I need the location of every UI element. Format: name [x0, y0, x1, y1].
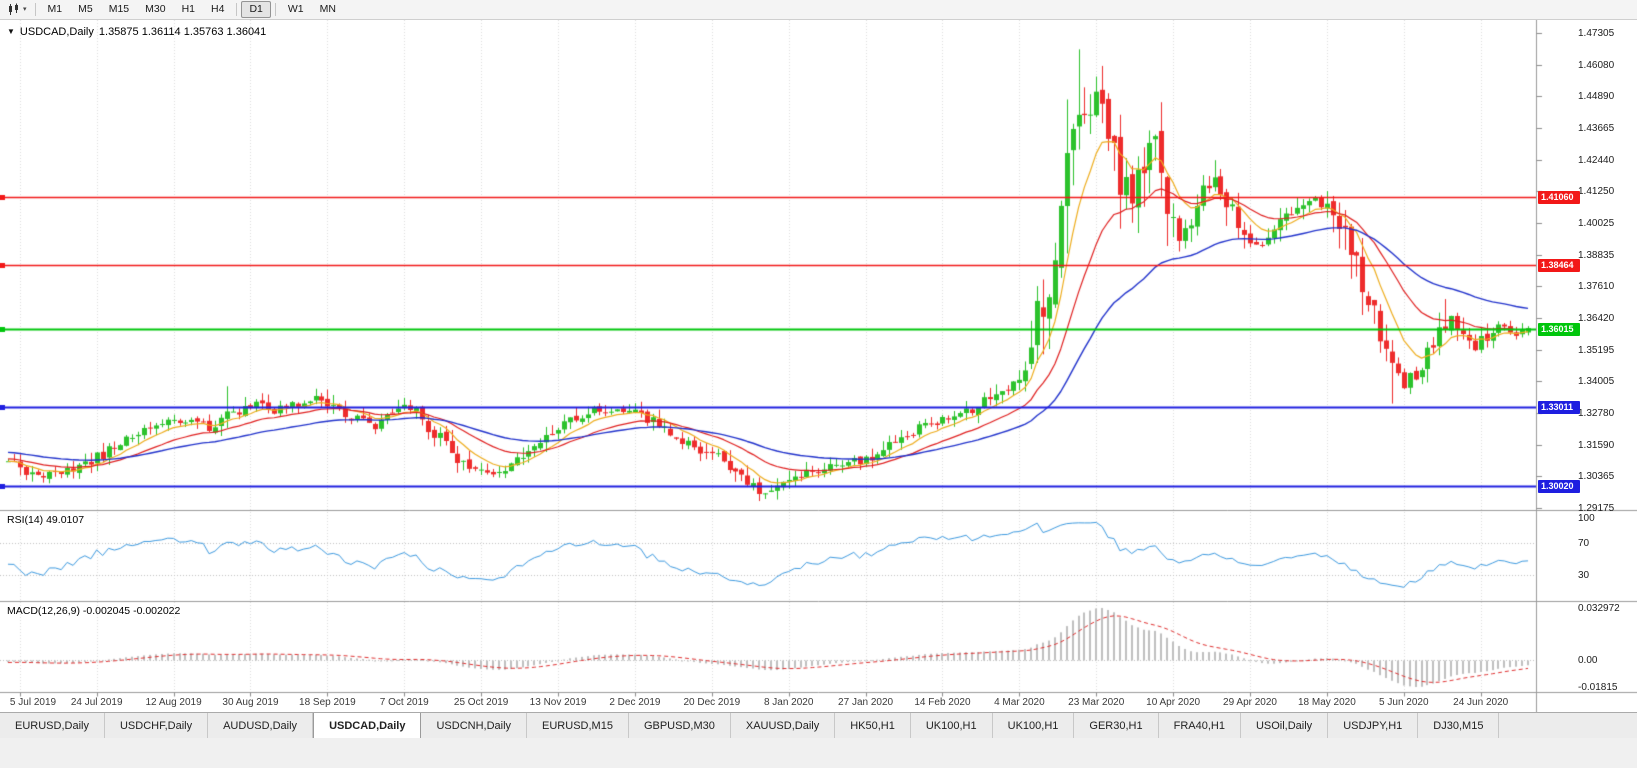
timeframe-button-group: M1 M5 M15 M30 H1 H4 D1 W1 MN	[40, 1, 344, 18]
chart-tab-GBPUSD-M30[interactable]: GBPUSD,M30	[628, 713, 731, 738]
dropdown-caret-icon: ▾	[23, 6, 27, 13]
chart-tab-FRA40-H1[interactable]: FRA40,H1	[1158, 713, 1241, 738]
chart-tab-USDCNH-Daily[interactable]: USDCNH,Daily	[421, 713, 528, 738]
chart-tab-USDCAD-Daily[interactable]: USDCAD,Daily	[313, 713, 422, 738]
price-scale[interactable]	[1537, 20, 1637, 692]
timeframe-button-W1[interactable]: W1	[287, 3, 304, 15]
rsi-indicator-label: RSI(14) 49.0107	[7, 514, 85, 526]
chart-tab-EURUSD-M15[interactable]: EURUSD,M15	[527, 713, 629, 738]
timeframe-button-M15[interactable]: M15	[108, 3, 130, 15]
chart-tab-XAUUSD-Daily[interactable]: XAUUSD,Daily	[730, 713, 836, 738]
candlestick-chart-icon	[9, 3, 18, 15]
timeframe-button-M5[interactable]: M5	[78, 3, 93, 15]
chart-tabs-bar: EURUSD,Daily USDCHF,Daily AUDUSD,Daily USDC…	[0, 712, 1637, 738]
time-scale[interactable]	[0, 692, 1536, 712]
chart-type-button[interactable]: ▾	[3, 1, 31, 19]
macd-indicator-label: MACD(12,26,9) -0.002045 -0.002022	[7, 605, 181, 617]
chart-tab-DJ30-M15[interactable]: DJ30,M15	[1418, 713, 1500, 738]
window-bottom-area	[0, 738, 1637, 768]
chart-symbol-label: USDCAD,Daily	[19, 26, 94, 38]
timeframe-button-D1[interactable]: D1	[241, 1, 271, 18]
chart-tab-AUDUSD-Daily[interactable]: AUDUSD,Daily	[208, 713, 314, 738]
chart-tab-USDJPY-H1[interactable]: USDJPY,H1	[1328, 713, 1419, 738]
chart-ohlc-values: 1.35875 1.36114 1.35763 1.36041	[98, 26, 267, 38]
chart-title: ▼ USDCAD,Daily 1.35875 1.36114 1.35763 1…	[7, 26, 266, 38]
toolbar-separator	[274, 3, 276, 16]
chart-tab-USOil-Daily[interactable]: USOil,Daily	[1240, 713, 1329, 738]
timeframe-button-M30[interactable]: M30	[145, 3, 166, 15]
toolbar-separator	[34, 3, 36, 16]
price-chart-canvas[interactable]	[0, 20, 1637, 712]
timeframe-button-M1[interactable]: M1	[47, 3, 63, 15]
timeframe-button-H4[interactable]: H4	[211, 3, 225, 15]
chart-tab-UK100-H1[interactable]: UK100,H1	[992, 713, 1075, 738]
chart-tab-UK100-H1[interactable]: UK100,H1	[910, 713, 993, 738]
chart-tab-EURUSD-Daily[interactable]: EURUSD,Daily	[0, 713, 105, 738]
toolbar-separator	[236, 3, 238, 16]
top-toolbar: ▾ M1 M5 M15 M30 H1 H4 D1 W1 MN	[0, 0, 1637, 20]
chart-tab-USDCHF-Daily[interactable]: USDCHF,Daily	[104, 713, 209, 738]
chart-window: ▼ USDCAD,Daily 1.35875 1.36114 1.35763 1…	[0, 20, 1637, 712]
chart-tab-HK50-H1[interactable]: HK50,H1	[835, 713, 911, 738]
timeframe-button-MN[interactable]: MN	[319, 3, 336, 15]
timeframe-button-H1[interactable]: H1	[181, 3, 196, 15]
collapse-icon[interactable]: ▼	[7, 27, 15, 36]
chart-tab-GER30-H1[interactable]: GER30,H1	[1074, 713, 1159, 738]
